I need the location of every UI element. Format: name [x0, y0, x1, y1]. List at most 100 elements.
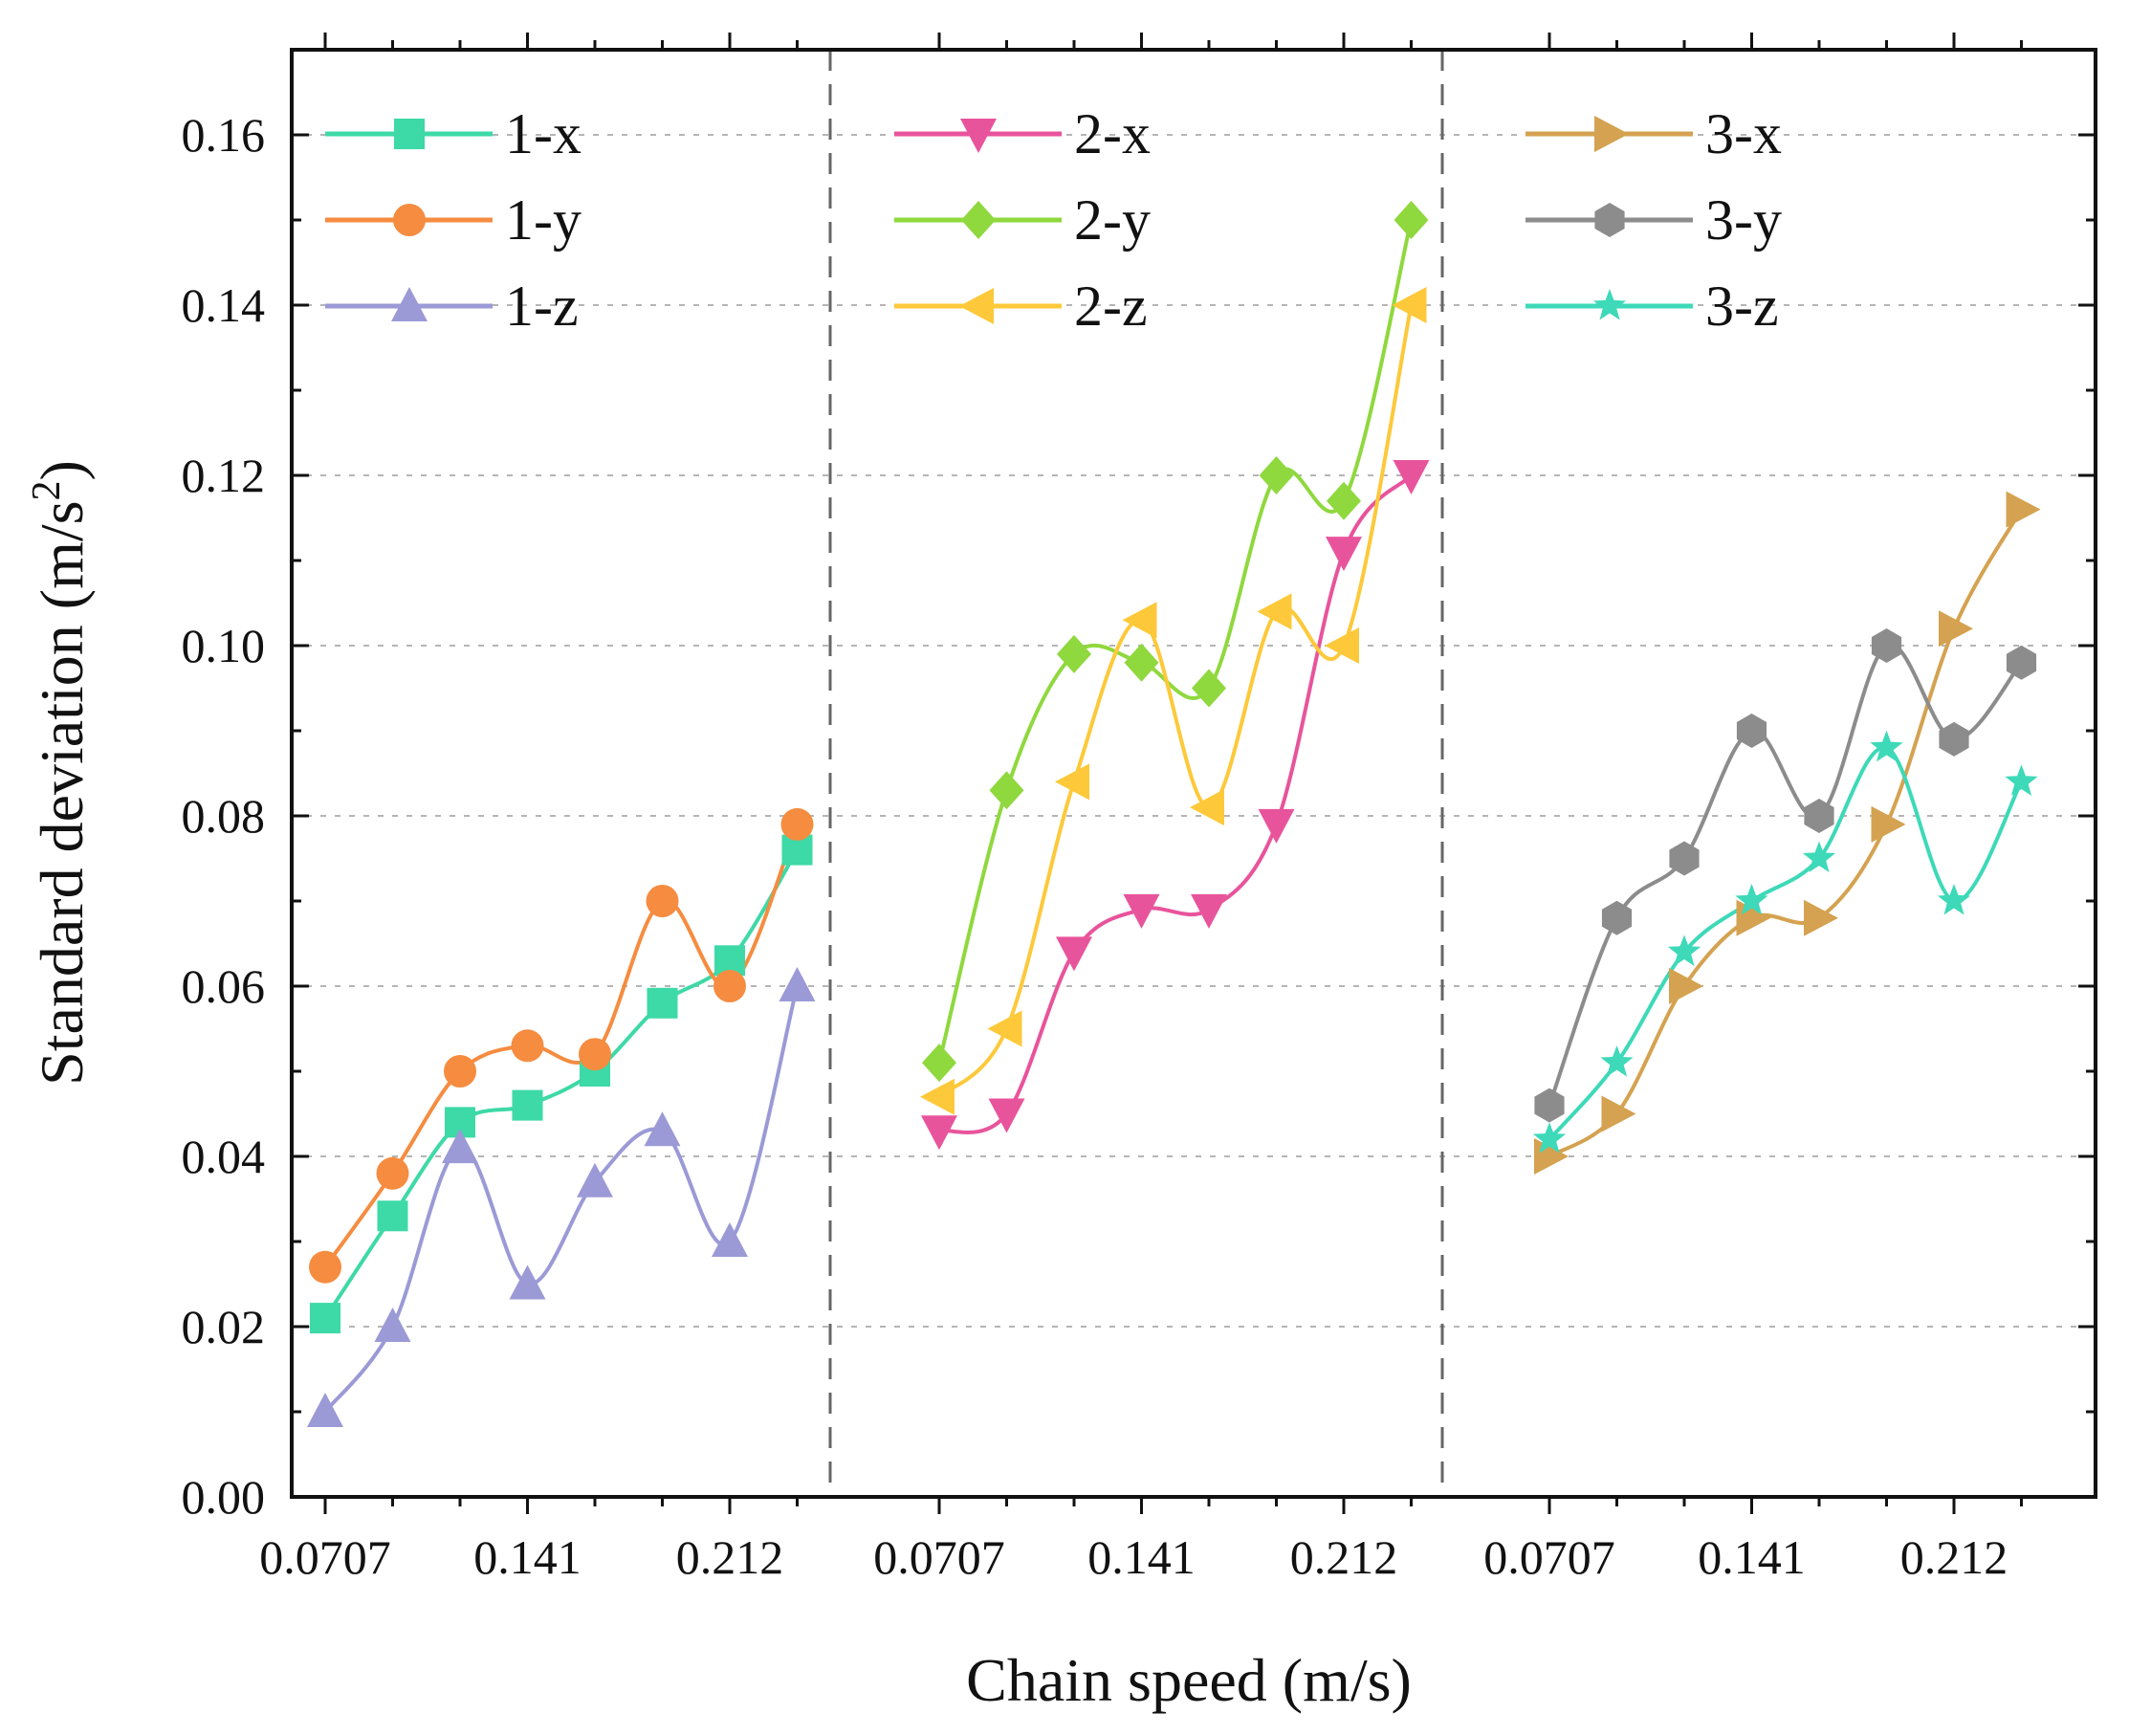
data-point-1-y	[713, 970, 746, 1002]
y-tick-label: 0.02	[182, 1300, 266, 1353]
y-axis-title-main: Standard deviation (m/s	[28, 500, 96, 1085]
data-point-2-y	[1327, 481, 1361, 520]
series-line-3-x	[1547, 508, 2024, 1158]
data-point-1-z	[307, 1393, 343, 1427]
y-tick-labels: 0.00 0.02 0.04 0.06 0.08 0.10 0.12 0.14 0.16	[182, 108, 266, 1524]
data-point-2-z	[987, 1010, 1022, 1047]
data-point-3-x	[1669, 968, 1703, 1004]
y-tick-label: 0.08	[182, 789, 266, 843]
x-axis-title: Chain speed (m/s)	[966, 1646, 1412, 1714]
data-point-1-y	[309, 1250, 341, 1284]
y-tick-label: 0.04	[182, 1130, 266, 1183]
data-point-2-y	[1057, 634, 1091, 673]
data-point-3-y	[1534, 1088, 1565, 1123]
data-point-1-x	[377, 1200, 408, 1232]
legend-marker-1-y	[393, 204, 426, 236]
data-point-3-z	[1870, 730, 1903, 762]
data-point-3-z	[1802, 841, 1836, 873]
series-markers	[307, 201, 2041, 1427]
data-point-3-z	[1532, 1122, 1567, 1154]
plot-frame	[290, 48, 2097, 1499]
data-point-2-z	[1122, 602, 1157, 639]
x-tick-label: 0.0707	[1483, 1530, 1615, 1584]
data-point-2-x	[1258, 808, 1295, 844]
data-point-2-z	[1392, 287, 1427, 323]
data-point-2-y	[922, 1044, 956, 1083]
data-point-1-x	[512, 1089, 543, 1121]
x-tick-label: 0.0707	[873, 1530, 1005, 1584]
x-tick-label: 0.212	[676, 1530, 784, 1584]
data-point-1-y	[376, 1156, 409, 1190]
x-tick-label: 0.0707	[259, 1530, 391, 1584]
y-tick-label: 0.00	[182, 1470, 266, 1524]
data-point-3-y	[1804, 799, 1834, 833]
x-tick-label: 0.141	[1698, 1530, 1806, 1584]
legend-label-2-z: 2-z	[1074, 275, 1148, 338]
data-point-1-y	[646, 885, 679, 917]
x-tick-label: 0.141	[473, 1530, 582, 1584]
data-point-3-x	[1601, 1095, 1636, 1132]
legend-label-2-y: 2-y	[1074, 188, 1151, 252]
legend-label-1-y: 1-y	[505, 188, 582, 252]
data-point-2-x	[1326, 537, 1362, 572]
data-point-3-y	[1736, 714, 1767, 748]
data-point-3-x	[2006, 491, 2041, 528]
data-point-1-z	[374, 1307, 411, 1342]
y-tick-label: 0.10	[182, 619, 266, 672]
legend-label-2-x: 2-x	[1074, 102, 1151, 165]
series-line-2-x	[938, 473, 1413, 1134]
data-point-2-y	[1394, 201, 1429, 239]
data-point-3-x	[1939, 610, 1973, 648]
data-point-3-z	[1735, 884, 1768, 915]
data-point-3-z	[1600, 1045, 1634, 1077]
data-point-2-y	[1192, 669, 1226, 708]
data-point-3-y	[1601, 900, 1633, 935]
data-point-3-y	[2006, 645, 2037, 680]
data-point-1-z	[779, 967, 816, 1001]
data-point-2-x	[921, 1115, 957, 1151]
legend-label-1-z: 1-z	[505, 275, 579, 338]
data-point-2-x	[1123, 893, 1160, 929]
data-point-1-z	[712, 1222, 748, 1257]
legend-marker-3-x	[1594, 116, 1629, 152]
legend-marker-1-x	[394, 119, 425, 149]
data-point-2-z	[1190, 789, 1224, 826]
data-point-1-y	[511, 1029, 544, 1063]
data-point-2-z	[1257, 593, 1292, 630]
data-point-3-z	[2005, 764, 2038, 796]
data-point-3-x	[1871, 805, 1906, 843]
data-point-2-y	[1124, 643, 1159, 682]
data-point-2-x	[1393, 460, 1430, 494]
data-point-2-x	[1191, 893, 1227, 929]
legend-marker-3-y	[1594, 203, 1625, 237]
y-tick-label: 0.16	[182, 108, 266, 162]
data-point-3-y	[1669, 841, 1700, 876]
legend-label-3-z: 3-z	[1705, 275, 1779, 338]
data-point-2-z	[1055, 763, 1089, 801]
legend-label-3-y: 3-y	[1705, 188, 1782, 252]
data-point-3-y	[1939, 721, 1969, 757]
data-point-2-y	[1259, 456, 1294, 494]
y-axis-title-suffix: )	[28, 460, 96, 480]
y-axis-title: Standard deviation (m/s2)	[25, 460, 96, 1086]
legend-marker-2-x	[960, 119, 997, 153]
data-point-1-y	[444, 1055, 476, 1088]
x-tick-labels: 0.0707 0.141 0.212 0.0707 0.141 0.212 0.0707 0.…	[259, 1530, 2008, 1584]
panel-separators	[828, 50, 1444, 1497]
x-tick-label: 0.212	[1290, 1530, 1398, 1584]
plot-area	[292, 50, 2096, 1497]
data-point-3-x	[1804, 899, 1838, 936]
axis-ticks	[292, 33, 2096, 1514]
data-point-2-z	[1325, 627, 1359, 664]
y-tick-label: 0.14	[182, 278, 266, 332]
data-point-2-z	[920, 1078, 955, 1115]
legend-marker-2-z	[959, 288, 994, 324]
legend-marker-3-z	[1592, 289, 1627, 320]
legend: 1-x 1-y 1-z 2-x 2-y 2-z 3-x 3-y 3-z	[325, 102, 1782, 338]
y-tick-label: 0.12	[182, 449, 266, 502]
y-axis-title-superscript: 2	[25, 480, 69, 500]
data-point-1-z	[577, 1162, 613, 1198]
data-point-3-y	[1871, 628, 1902, 663]
data-point-2-x	[1056, 936, 1092, 972]
